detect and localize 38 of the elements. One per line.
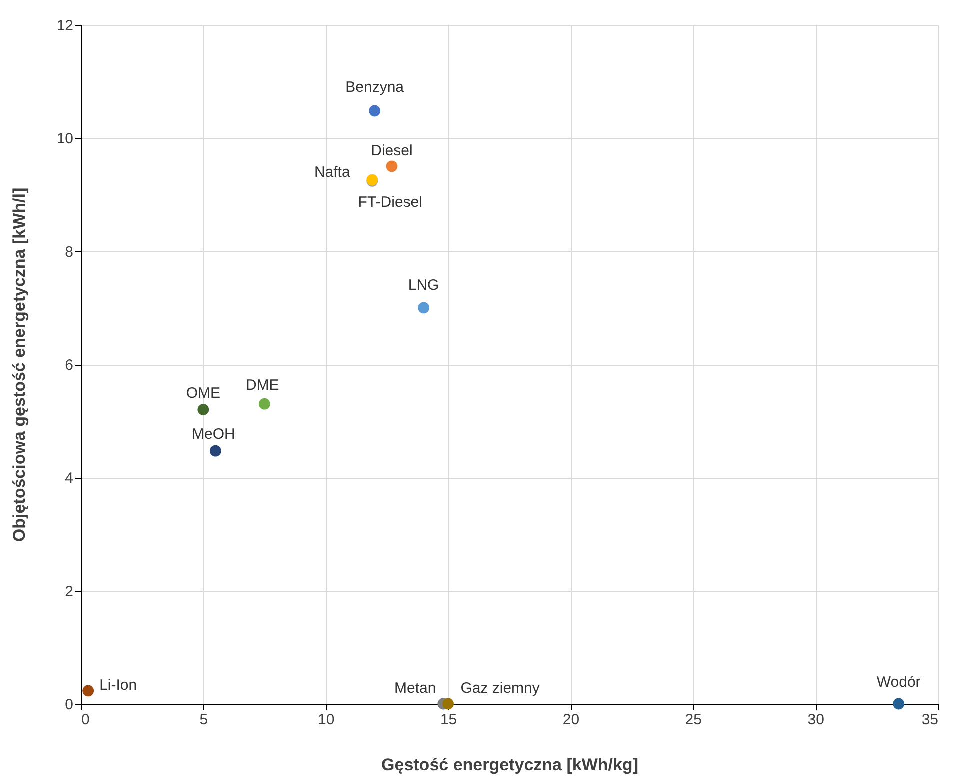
- point: [442, 698, 454, 710]
- y-tick-label: 6: [65, 357, 74, 374]
- series-label: Metan: [394, 680, 436, 697]
- point: [258, 398, 270, 410]
- point: [82, 685, 94, 697]
- x-tick-label: 25: [685, 712, 702, 728]
- x-tick-label: 5: [200, 712, 208, 728]
- series-label: MeOH: [192, 426, 236, 444]
- series-label: Wodór: [876, 674, 921, 691]
- series-label: Li-Ion: [100, 676, 138, 694]
- series-label: Benzyna: [346, 79, 405, 96]
- point: [418, 302, 430, 314]
- x-tick-label: 35: [922, 712, 938, 728]
- point: [386, 160, 398, 172]
- x-tick-label: 15: [440, 712, 458, 728]
- series-label: Nafta: [314, 164, 351, 182]
- y-tick-label: 8: [65, 244, 74, 261]
- series-label: Gaz ziemny: [460, 680, 540, 697]
- point: [893, 698, 905, 710]
- x-tick-label: 10: [318, 712, 335, 728]
- y-tick-label: 4: [65, 470, 74, 488]
- series-label: FT-Diesel: [358, 194, 422, 212]
- y-tick-label: 2: [65, 583, 74, 600]
- y-tick-label: 0: [65, 696, 74, 714]
- point: [210, 445, 222, 457]
- series-label: OME: [186, 384, 221, 402]
- point: [198, 404, 210, 416]
- x-axis-title: Gęstość energetyczna [kWh/kg]: [382, 756, 638, 774]
- point: [369, 105, 381, 117]
- series-label: Diesel: [371, 142, 413, 160]
- x-tick-label: 20: [562, 712, 580, 728]
- series-label: LNG: [408, 276, 440, 294]
- x-tick-label: 0: [82, 712, 90, 728]
- x-tick-label: 30: [808, 712, 824, 728]
- y-axis-title: Objętościowa gęstość energetyczna [kWh/l]: [10, 188, 29, 542]
- series-label: DME: [246, 377, 280, 394]
- y-tick-label: 10: [56, 130, 74, 148]
- y-tick-label: 12: [56, 18, 74, 34]
